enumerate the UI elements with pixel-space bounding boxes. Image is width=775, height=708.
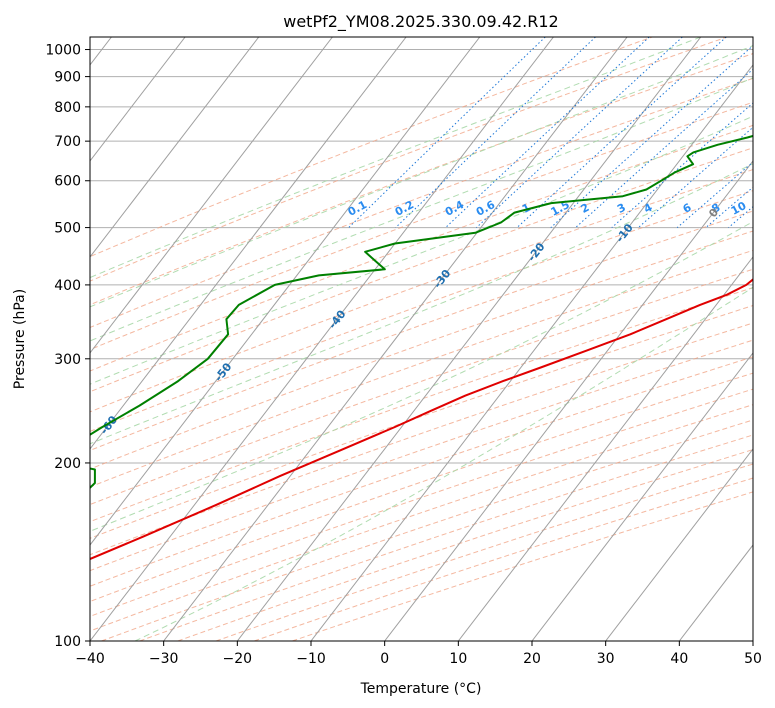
temperature-trace — [90, 278, 753, 561]
mixing-ratio-line — [638, 126, 753, 228]
y-axis-label: Pressure (hPa) — [12, 289, 28, 389]
dry-adiabat — [90, 268, 753, 506]
x-axis-ticks: −40 −30 −20 −10 0 10 20 30 40 50 — [75, 641, 762, 667]
x-tick-label: −30 — [149, 651, 179, 667]
x-tick-label: 10 — [449, 651, 467, 667]
y-tick-label: 900 — [54, 70, 81, 86]
isotherm — [90, 37, 554, 641]
dry-adiabat — [90, 372, 753, 603]
isotherm — [605, 448, 753, 641]
x-tick-label: 20 — [523, 651, 541, 667]
moist-adiabat — [90, 77, 753, 342]
chart-title: wetPf2_YM08.2025.330.09.42.R12 — [283, 12, 558, 32]
dry-adiabat — [90, 147, 753, 393]
isotherm — [90, 37, 481, 546]
isotherm — [310, 64, 753, 641]
x-tick-label: −20 — [223, 651, 253, 667]
y-axis-ticks: 100 200 300 400 500 600 700 800 900 1000 — [45, 43, 90, 650]
dry-adiabat — [90, 124, 753, 372]
y-tick-label: 1000 — [45, 43, 81, 59]
mixing-ratio-line — [516, 37, 727, 228]
isotherm — [90, 37, 260, 258]
x-tick-label: 50 — [744, 651, 762, 667]
y-tick-label: 800 — [54, 100, 81, 116]
x-tick-label: −10 — [296, 651, 326, 667]
sounding-traces — [90, 134, 753, 561]
isotherm — [90, 37, 333, 354]
dry-adiabat — [90, 53, 753, 306]
moist-adiabat — [90, 221, 753, 532]
dry-adiabat — [90, 356, 753, 587]
isotherm — [236, 37, 702, 641]
dry-adiabat — [90, 322, 753, 556]
dewpoint-trace — [90, 134, 753, 490]
y-tick-label: 100 — [54, 634, 81, 650]
isotherm — [163, 37, 628, 641]
plot-frame — [89, 36, 754, 642]
x-tick-label: 40 — [670, 651, 688, 667]
x-tick-label: 30 — [597, 651, 615, 667]
isotherm — [531, 352, 753, 641]
mixing-ratio-label: 10 — [729, 199, 749, 218]
isotherm — [90, 37, 186, 162]
moist-adiabat — [90, 37, 701, 279]
isotherm — [457, 256, 753, 641]
y-tick-label: 200 — [54, 456, 81, 472]
isotherm — [90, 37, 407, 450]
y-tick-label: 700 — [54, 134, 81, 150]
y-tick-label: 600 — [54, 174, 81, 190]
dry-adiabat — [90, 37, 653, 258]
dry-adiabat — [90, 287, 753, 523]
y-tick-label: 300 — [54, 352, 81, 368]
x-axis-label: Temperature (°C) — [360, 681, 482, 697]
dry-adiabat — [90, 101, 753, 351]
mixing-ratio-line — [348, 37, 546, 228]
y-tick-label: 500 — [54, 221, 81, 237]
dry-adiabat — [90, 168, 753, 413]
mixing-ratio-line — [550, 44, 753, 228]
x-tick-label: 0 — [380, 651, 389, 667]
moist-adiabat — [134, 286, 753, 641]
y-tick-label: 400 — [54, 278, 81, 294]
mixing-ratio-line — [395, 37, 596, 228]
x-tick-label: −40 — [75, 651, 105, 667]
mixing-ratio-line — [476, 37, 683, 228]
